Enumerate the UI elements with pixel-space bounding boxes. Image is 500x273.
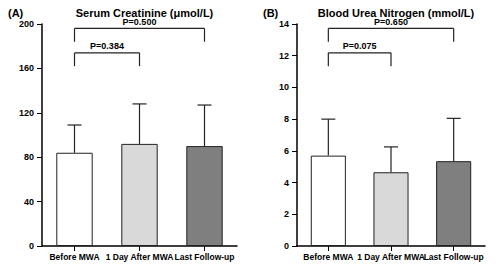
svg-text:40: 40: [24, 197, 34, 207]
svg-text:1 Day After MWA: 1 Day After MWA: [106, 252, 174, 262]
svg-text:6: 6: [284, 146, 289, 156]
svg-text:12: 12: [279, 51, 289, 61]
svg-text:200: 200: [19, 19, 34, 29]
svg-text:(B): (B): [263, 7, 279, 19]
svg-text:8: 8: [284, 114, 289, 124]
svg-text:Before MWA: Before MWA: [49, 252, 99, 262]
svg-text:0: 0: [29, 241, 34, 251]
svg-text:Last Follow-up: Last Follow-up: [175, 252, 235, 262]
svg-text:80: 80: [24, 152, 34, 162]
svg-text:P=0.500: P=0.500: [122, 16, 157, 27]
svg-text:1 Day After MWA: 1 Day After MWA: [357, 252, 425, 262]
svg-text:10: 10: [279, 82, 289, 92]
svg-text:P=0.384: P=0.384: [90, 41, 124, 51]
svg-text:2: 2: [284, 209, 289, 219]
svg-text:Before MWA: Before MWA: [303, 252, 353, 262]
svg-text:14: 14: [279, 19, 289, 29]
svg-text:P=0.650: P=0.650: [374, 16, 408, 27]
svg-text:4: 4: [284, 178, 289, 188]
svg-text:Serum Creatinine (μmol/L): Serum Creatinine (μmol/L): [76, 7, 214, 19]
svg-text:Last Follow-up: Last Follow-up: [424, 252, 484, 262]
svg-text:Blood Urea Nitrogen (mmol/L): Blood Urea Nitrogen (mmol/L): [318, 7, 475, 19]
svg-text:120: 120: [19, 108, 34, 118]
svg-text:(A): (A): [8, 7, 24, 19]
svg-text:160: 160: [19, 63, 34, 73]
svg-text:0: 0: [284, 241, 289, 251]
svg-text:P=0.075: P=0.075: [343, 41, 377, 51]
